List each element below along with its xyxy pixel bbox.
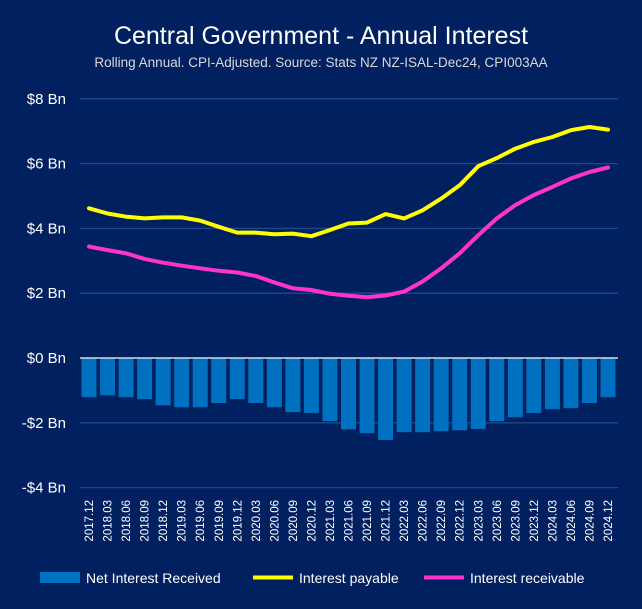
y-tick-label: $8 Bn: [27, 91, 66, 108]
bar-series: [81, 358, 616, 440]
legend-label: Net Interest Received: [86, 570, 221, 586]
line-series: [87, 125, 610, 300]
bar-net-interest-received: [433, 358, 449, 432]
bar-net-interest-received: [229, 358, 245, 400]
x-tick-label: 2020.06: [269, 500, 281, 542]
y-tick-label: -$4 Bn: [22, 480, 66, 497]
bar-net-interest-received: [581, 358, 597, 404]
bar-net-interest-received: [563, 358, 579, 409]
x-tick-label: 2018.09: [140, 500, 152, 542]
bar-net-interest-received: [507, 358, 523, 418]
bar-net-interest-received: [248, 358, 264, 404]
y-tick-label: -$2 Bn: [22, 415, 66, 432]
bar-net-interest-received: [211, 358, 227, 404]
x-tick-label: 2022.12: [455, 500, 467, 542]
x-tick-label: 2020.03: [251, 500, 263, 542]
bar-net-interest-received: [118, 358, 134, 398]
x-tick-label: 2022.06: [418, 500, 430, 542]
bar-net-interest-received: [359, 358, 375, 434]
x-tick-label: 2019.12: [232, 500, 244, 542]
bar-net-interest-received: [155, 358, 171, 406]
x-tick-label: 2020.12: [306, 500, 318, 542]
y-tick-label: $0 Bn: [27, 350, 66, 367]
bar-net-interest-received: [489, 358, 505, 422]
x-tick-label: 2024.12: [603, 500, 615, 542]
bar-net-interest-received: [174, 358, 190, 408]
chart-subtitle: Rolling Annual. CPI-Adjusted. Source: St…: [94, 55, 547, 70]
y-tick-label: $6 Bn: [27, 156, 66, 173]
x-tick-label: 2022.09: [436, 500, 448, 542]
x-tick-label: 2024.09: [584, 500, 596, 542]
bar-net-interest-received: [100, 358, 116, 396]
x-tick-label: 2019.03: [177, 500, 189, 542]
x-tick-label: 2023.03: [473, 500, 485, 542]
y-axis-ticks: $8 Bn $6 Bn $4 Bn $2 Bn $0 Bn -$2 Bn -$4 Bn: [22, 91, 66, 497]
bar-net-interest-received: [470, 358, 486, 429]
x-tick-label: 2021.12: [381, 500, 393, 542]
bar-net-interest-received: [396, 358, 412, 433]
x-tick-label: 2021.06: [344, 500, 356, 542]
chart-title: Central Government - Annual Interest: [114, 22, 528, 50]
bar-net-interest-received: [303, 358, 319, 414]
x-tick-label: 2020.09: [288, 500, 300, 542]
bar-net-interest-received: [266, 358, 282, 408]
bar-net-interest-received: [452, 358, 468, 431]
legend-item: Interest payable: [253, 570, 399, 586]
x-tick-label: 2023.06: [492, 500, 504, 542]
bar-net-interest-received: [192, 358, 208, 408]
bar-net-interest-received: [285, 358, 301, 413]
x-tick-label: 2023.12: [529, 500, 541, 542]
x-tick-label: 2017.12: [84, 500, 96, 542]
x-axis-ticks: 2017.12 2018.03 2018.06 2018.09 2018.12 2019.…: [84, 500, 615, 542]
bar-net-interest-received: [378, 358, 394, 440]
x-tick-label: 2023.09: [510, 500, 522, 542]
bar-net-interest-received: [81, 358, 97, 398]
legend-swatch-bar: [40, 572, 80, 583]
bar-net-interest-received: [137, 358, 153, 400]
legend-item: Interest receivable: [424, 570, 585, 586]
bar-net-interest-received: [544, 358, 560, 410]
legend: Net Interest Received Interest payable Int…: [40, 570, 585, 586]
x-tick-label: 2019.09: [214, 500, 226, 542]
bar-net-interest-received: [322, 358, 338, 422]
x-tick-label: 2018.06: [121, 500, 133, 542]
legend-label: Interest payable: [299, 570, 399, 586]
x-tick-label: 2021.09: [362, 500, 374, 542]
x-tick-label: 2019.06: [195, 500, 207, 542]
y-tick-label: $2 Bn: [27, 285, 66, 302]
bar-net-interest-received: [526, 358, 542, 414]
x-tick-label: 2024.06: [566, 500, 578, 542]
bar-net-interest-received: [600, 358, 616, 398]
x-tick-label: 2024.03: [547, 500, 559, 542]
x-tick-label: 2018.03: [103, 500, 115, 542]
x-tick-label: 2018.12: [158, 500, 170, 542]
x-tick-label: 2021.03: [325, 500, 337, 542]
x-tick-label: 2022.03: [399, 500, 411, 542]
bar-net-interest-received: [415, 358, 431, 433]
bar-net-interest-received: [341, 358, 356, 430]
legend-item: Net Interest Received: [40, 570, 221, 586]
legend-label: Interest receivable: [470, 570, 585, 586]
y-tick-label: $4 Bn: [27, 220, 66, 237]
